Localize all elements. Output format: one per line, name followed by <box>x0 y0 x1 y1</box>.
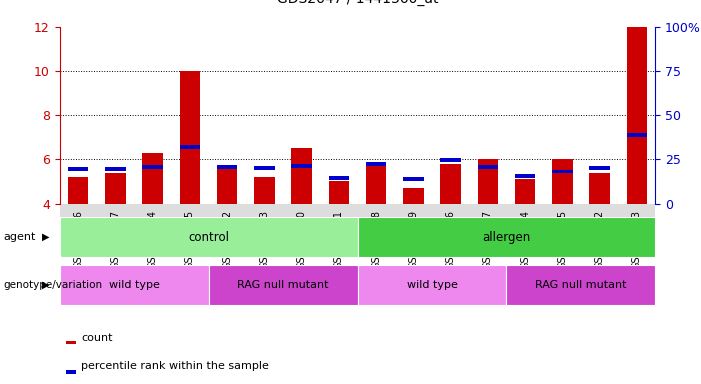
Bar <box>292 148 312 204</box>
Bar <box>60 265 209 305</box>
Bar <box>68 167 88 171</box>
Bar <box>506 265 655 305</box>
Bar <box>477 159 498 204</box>
Bar <box>142 165 163 169</box>
Text: ▶: ▶ <box>42 280 49 290</box>
Bar <box>105 173 125 204</box>
Bar <box>329 182 349 204</box>
Bar <box>66 370 76 374</box>
Bar <box>477 165 498 169</box>
Bar <box>209 265 358 305</box>
Bar <box>217 165 238 169</box>
Bar <box>329 176 349 180</box>
Bar <box>552 159 573 204</box>
Bar <box>142 153 163 204</box>
Bar <box>440 164 461 204</box>
Text: wild type: wild type <box>407 280 458 290</box>
Text: agent: agent <box>4 232 36 242</box>
Bar <box>179 145 200 149</box>
Bar <box>627 27 647 204</box>
Text: RAG null mutant: RAG null mutant <box>535 280 627 290</box>
Bar <box>515 174 536 178</box>
Text: count: count <box>81 333 113 343</box>
Bar <box>292 164 312 168</box>
Bar <box>515 179 536 204</box>
Text: RAG null mutant: RAG null mutant <box>237 280 329 290</box>
Bar <box>358 217 655 257</box>
Bar <box>254 177 275 204</box>
Bar <box>403 188 423 204</box>
Text: wild type: wild type <box>109 280 160 290</box>
Bar <box>217 168 238 204</box>
Bar <box>366 162 386 166</box>
Bar <box>254 166 275 170</box>
Bar <box>179 71 200 204</box>
Bar <box>60 217 358 257</box>
Text: genotype/variation: genotype/variation <box>4 280 102 290</box>
Text: control: control <box>188 231 229 243</box>
Bar <box>590 166 610 170</box>
Bar <box>366 166 386 204</box>
Text: ▶: ▶ <box>42 232 49 242</box>
Bar <box>358 265 506 305</box>
Bar <box>590 173 610 204</box>
Text: GDS2647 / 1441360_at: GDS2647 / 1441360_at <box>277 0 438 6</box>
Bar <box>440 159 461 162</box>
Text: allergen: allergen <box>482 231 531 243</box>
Bar <box>66 341 76 344</box>
Text: percentile rank within the sample: percentile rank within the sample <box>81 361 269 371</box>
Bar <box>627 133 647 137</box>
Bar <box>552 169 573 174</box>
Bar <box>105 167 125 171</box>
Bar <box>68 177 88 204</box>
Bar <box>403 177 423 181</box>
